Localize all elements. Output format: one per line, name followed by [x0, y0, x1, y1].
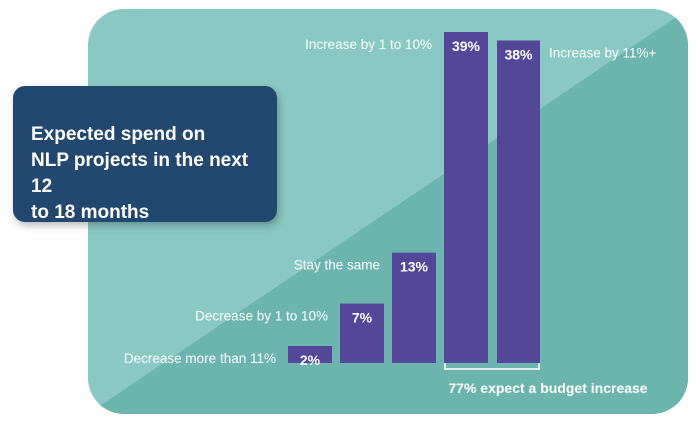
bar [340, 303, 384, 363]
bars-layer: 2% Decrease more than 11% 7% Decrease by 1 … [124, 32, 657, 368]
budget-increase-annotation: 77% expect a budget increase [448, 380, 647, 396]
increase-bracket [444, 363, 540, 370]
category-label: Stay the same [294, 258, 380, 273]
bar-value-label: 7% [352, 310, 373, 326]
chart-title-box: Expected spend on NLP projects in the ne… [13, 86, 277, 223]
bar [392, 252, 436, 363]
category-label: Decrease by 1 to 10% [195, 309, 328, 324]
bar [288, 346, 332, 363]
category-label: Increase by 11%+ [549, 45, 657, 60]
bar-value-label: 2% [300, 352, 321, 368]
bar [497, 40, 540, 363]
bar [444, 32, 488, 363]
bar-value-label: 13% [400, 259, 429, 275]
bar-value-label: 39% [452, 38, 481, 54]
category-label: Decrease more than 11% [124, 351, 276, 366]
bracket-line [444, 363, 540, 370]
bar-value-label: 38% [504, 46, 533, 62]
category-label: Increase by 1 to 10% [305, 37, 432, 52]
chart-title: Expected spend on NLP projects in the ne… [31, 124, 249, 223]
